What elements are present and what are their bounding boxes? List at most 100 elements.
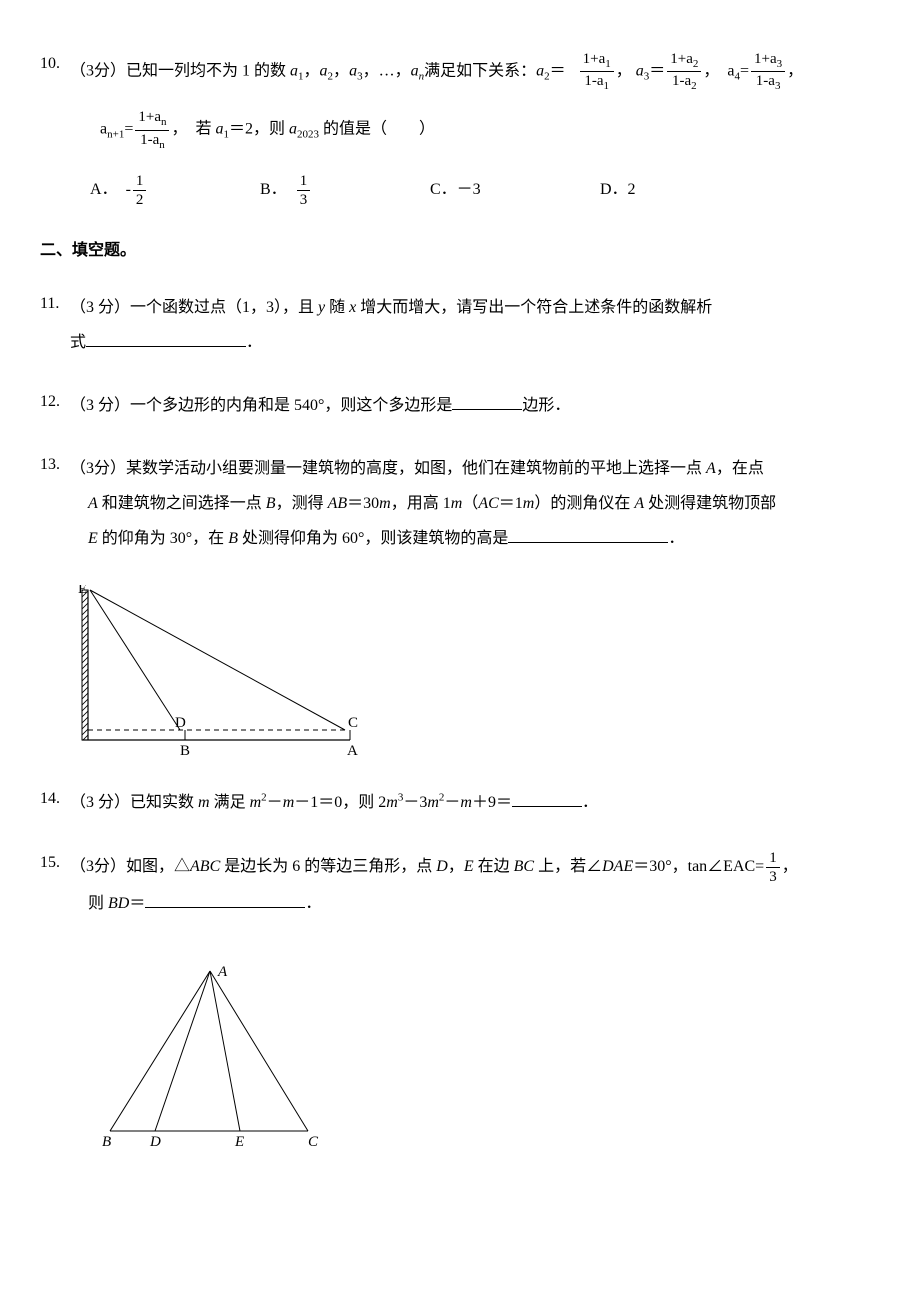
question-11: 11. （3 分）一个函数过点（1，3），且 y 随 x 增大而增大，请写出一个… <box>40 290 880 360</box>
t: 某数学活动小组要测量一建筑物的高度，如图，他们在建筑物前的平地上选择一点 <box>126 460 706 477</box>
var: D <box>436 858 448 875</box>
sub: 4 <box>735 71 741 83</box>
var: m <box>198 794 210 811</box>
t: 处测得仰角为 60°，则该建筑物的高是 <box>238 530 508 547</box>
var: A <box>634 495 644 512</box>
option-b[interactable]: B． 13 <box>260 172 430 209</box>
blank[interactable] <box>86 331 246 347</box>
qnum: 15. <box>40 849 70 878</box>
var: a <box>727 62 734 79</box>
qnum: 11. <box>40 290 70 319</box>
qbody: （3分）已知一列均不为 1 的数 a1，a2，a3，…，an满足如下关系：a2＝… <box>70 50 880 209</box>
svg-text:D: D <box>149 1134 161 1150</box>
sep: ， <box>333 62 349 79</box>
t: 的仰角为 30°，在 <box>98 530 228 547</box>
points: （3 分） <box>70 794 130 811</box>
qbody: （3 分）已知实数 m 满足 m2－m－1＝0，则 2m3－3m2－m＋9＝． <box>70 785 880 820</box>
t: －3 <box>403 794 427 811</box>
num: 1+an <box>135 108 169 130</box>
blank[interactable] <box>512 791 582 807</box>
qtext: （3 分）已知实数 m 满足 m2－m－1＝0，则 2m3－3m2－m＋9＝． <box>70 785 880 820</box>
question-10: 10. （3分）已知一列均不为 1 的数 a1，a2，a3，…，an满足如下关系… <box>40 50 880 209</box>
svg-text:C: C <box>348 715 358 731</box>
qnum: 14. <box>40 785 70 814</box>
num: 1+a3 <box>751 50 785 72</box>
t: 边形． <box>522 397 570 414</box>
num: 1+a1 <box>580 50 614 72</box>
points: （3 分） <box>70 397 130 414</box>
sub: n+1 <box>107 129 124 141</box>
den: 1-a2 <box>667 72 701 93</box>
svg-diagram: EDBCA <box>70 585 380 760</box>
t: 处测得建筑物顶部 <box>644 495 776 512</box>
t: －1＝0，则 2 <box>294 794 386 811</box>
t: 若 <box>196 121 216 138</box>
var: BC <box>514 858 534 875</box>
svg-text:E: E <box>78 585 87 597</box>
var: B <box>266 495 276 512</box>
t: ，测得 <box>276 495 328 512</box>
qbody: （3分）某数学活动小组要测量一建筑物的高度，如图，他们在建筑物前的平地上选择一点… <box>70 451 880 557</box>
period: ． <box>246 334 262 351</box>
blank[interactable] <box>145 892 305 908</box>
frac: 13 <box>766 849 780 886</box>
qtext: A 和建筑物之间选择一点 B，测得 AB＝30m，用高 1m（AC＝1m）的测角… <box>88 486 880 521</box>
t: 已知一列均不为 1 的数 <box>126 62 290 79</box>
points: （3分） <box>70 62 126 79</box>
var: m <box>427 794 439 811</box>
svg-text:B: B <box>180 743 190 759</box>
var: A <box>706 460 716 477</box>
label: B． <box>260 176 287 205</box>
var: m <box>283 794 295 811</box>
var: m <box>250 794 262 811</box>
blank[interactable] <box>452 394 522 410</box>
frac: 1+a21-a2 <box>667 50 701 93</box>
svg-diagram: ABDEC <box>100 961 330 1151</box>
var: m <box>451 495 463 512</box>
var: ABC <box>190 858 220 875</box>
t: 式 <box>70 334 86 351</box>
blank[interactable] <box>508 527 668 543</box>
option-a[interactable]: A． -12 <box>90 172 260 209</box>
var: a <box>536 62 544 79</box>
t: 上，若∠ <box>534 858 602 875</box>
frac: 1+an1-an <box>135 108 169 151</box>
points: （3分） <box>70 460 126 477</box>
neg: - <box>126 176 131 205</box>
t: ，在点 <box>716 460 764 477</box>
var: a <box>289 121 297 138</box>
qtext: （3 分）一个多边形的内角和是 540°，则这个多边形是边形． <box>70 388 880 423</box>
points: （3分） <box>70 858 126 875</box>
var: AB <box>328 495 348 512</box>
figure-q15: ABDEC <box>100 961 880 1162</box>
t: ＝30 <box>347 495 379 512</box>
var: E <box>88 530 98 547</box>
frac: 12 <box>133 172 147 209</box>
var: m <box>386 794 398 811</box>
frac: 13 <box>297 172 311 209</box>
tan: tan∠EAC= <box>688 858 765 875</box>
sep: ， <box>304 62 320 79</box>
label: D．2 <box>600 176 636 205</box>
svg-text:A: A <box>217 964 228 980</box>
option-d[interactable]: D．2 <box>600 172 770 209</box>
svg-text:E: E <box>234 1134 244 1150</box>
option-c[interactable]: C．－3 <box>430 172 600 209</box>
dots: ，…， <box>363 62 411 79</box>
t: ）的测角仪在 <box>534 495 634 512</box>
qtext: （3分）如图，△ABC 是边长为 6 的等边三角形，点 D，E 在边 BC 上，… <box>70 849 880 886</box>
figure-q13: EDBCA <box>70 585 880 771</box>
frac: 1+a31-a3 <box>751 50 785 93</box>
question-12: 12. （3 分）一个多边形的内角和是 540°，则这个多边形是边形． <box>40 388 880 423</box>
qtext: （3分）已知一列均不为 1 的数 a1，a2，a3，…，an满足如下关系：a2＝… <box>70 50 880 93</box>
svg-text:B: B <box>102 1134 111 1150</box>
t: ＝1 <box>499 495 523 512</box>
question-15: 15. （3分）如图，△ABC 是边长为 6 的等边三角形，点 D，E 在边 B… <box>40 849 880 921</box>
sep: ， <box>448 858 464 875</box>
cont: an+1=1+an1-an， 若 a1＝2，则 a2023 的值是（ ） <box>100 108 880 151</box>
var: a <box>290 62 298 79</box>
qbody: （3 分）一个多边形的内角和是 540°，则这个多边形是边形． <box>70 388 880 423</box>
eq: ＝ <box>550 62 566 79</box>
t: 是边长为 6 的等边三角形，点 <box>220 858 436 875</box>
frac: 1+a11-a1 <box>580 50 614 93</box>
